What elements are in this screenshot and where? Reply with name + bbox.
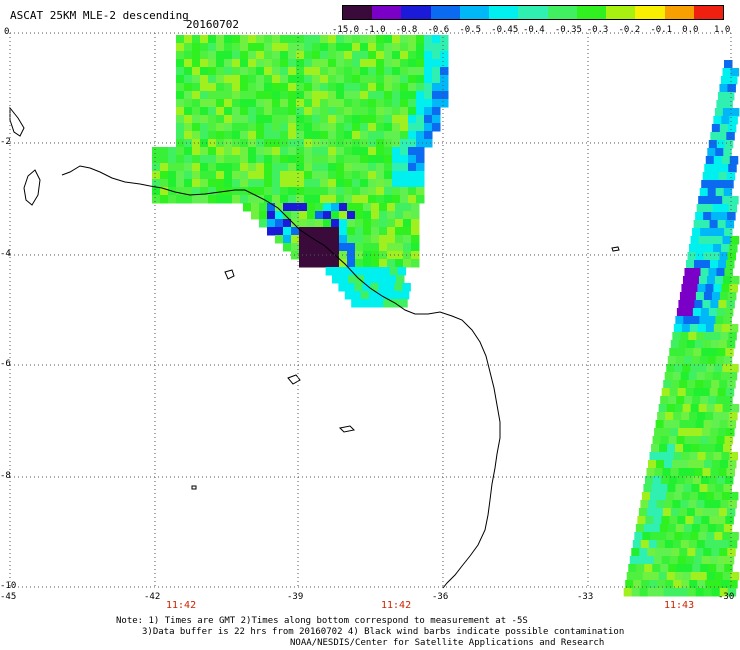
- colorbar-segment: [489, 6, 519, 19]
- note-line-1: Note: 1) Times are GMT 2)Times along bot…: [116, 616, 528, 626]
- y-axis-label: -6: [0, 359, 11, 369]
- colorbar-label: -0.6: [427, 25, 450, 35]
- amazon-delta: [9, 106, 25, 137]
- map-title: ASCAT 25KM MLE-2 descending: [10, 9, 189, 22]
- colorbar-segment: [547, 6, 577, 19]
- note-line-3: NOAA/NESDIS/Center for Satellite Applica…: [290, 638, 605, 648]
- colorbar-label: -0.4: [523, 25, 545, 35]
- island-3: [338, 425, 356, 433]
- y-axis-label: -4: [0, 249, 11, 259]
- x-axis-label: -30: [718, 592, 735, 602]
- northeast-coast: [61, 165, 151, 187]
- colorbar-segment: [518, 6, 548, 19]
- y-axis-label: -8: [0, 471, 11, 481]
- time-label: 11:42: [166, 600, 197, 611]
- colorbar-segment: [635, 6, 665, 19]
- colorbar-label: 0.0: [682, 25, 699, 35]
- colorbar-label: -0.5: [459, 25, 482, 35]
- colorbar: [342, 5, 724, 20]
- y-axis-label: 0: [4, 27, 10, 37]
- colorbar-label: -0.35: [554, 25, 582, 35]
- island-5: [611, 246, 620, 252]
- brazil-coastline: [149, 185, 501, 589]
- island-4: [191, 485, 197, 490]
- x-axis-label: -36: [432, 592, 449, 602]
- colorbar-segment: [664, 6, 694, 19]
- colorbar-label: -0.8: [395, 25, 418, 35]
- x-axis-label: -39: [287, 592, 304, 602]
- y-axis-label: -10: [0, 581, 17, 591]
- swath-right: [623, 60, 740, 597]
- colorbar-label: -0.1: [650, 25, 673, 35]
- colorbar-label: 1.0: [714, 25, 731, 35]
- colorbar-segment: [576, 6, 607, 19]
- colorbar-label: -15.0: [332, 25, 360, 35]
- colorbar-segment: [430, 6, 460, 19]
- time-label: 11:42: [381, 600, 412, 611]
- x-axis-label: -45: [0, 592, 17, 602]
- x-axis-label: -42: [144, 592, 161, 602]
- colorbar-label: -1.0: [363, 25, 386, 35]
- time-label: 11:43: [664, 600, 695, 611]
- coastline: [9, 106, 620, 589]
- x-axis-label: -33: [577, 592, 594, 602]
- y-axis-label: -2: [0, 137, 11, 147]
- colorbar-segment: [693, 6, 724, 19]
- island-2: [287, 374, 301, 385]
- colorbar-segment: [401, 6, 431, 19]
- colorbar-segment: [459, 6, 490, 19]
- map-date: 20160702: [186, 18, 239, 31]
- colorbar-label: -0.2: [618, 25, 641, 35]
- colorbar-label: -0.45: [491, 25, 519, 35]
- colorbar-segment: [343, 6, 373, 19]
- grid-lines: [9, 32, 732, 588]
- marajo-island: [23, 169, 41, 206]
- note-line-2: 3)Data buffer is 22 hrs from 20160702 4)…: [142, 627, 625, 637]
- island-1: [224, 269, 235, 280]
- colorbar-label: -0.3: [586, 25, 609, 35]
- colorbar-segment: [606, 6, 636, 19]
- swath-left: [152, 35, 449, 308]
- colorbar-segment: [372, 6, 402, 19]
